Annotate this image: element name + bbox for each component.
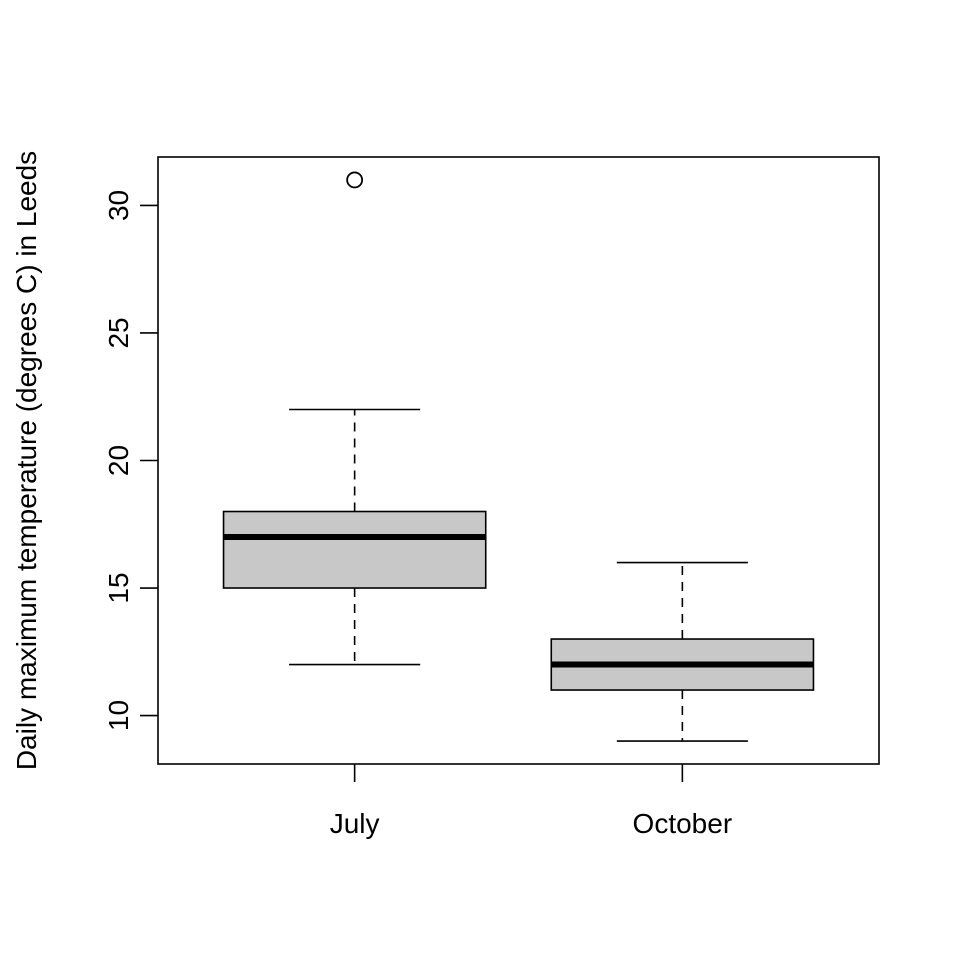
y-tick-label: 15 xyxy=(103,572,134,603)
boxes-layer xyxy=(222,171,815,742)
box-iqr xyxy=(222,510,487,589)
x-axis: July October xyxy=(330,764,732,839)
y-tick-label: 10 xyxy=(103,700,134,731)
box-group xyxy=(222,171,487,666)
x-tick-label: October xyxy=(633,808,733,839)
box-group xyxy=(550,561,815,742)
y-axis: 10 15 20 25 30 xyxy=(103,190,158,731)
outlier-point xyxy=(346,171,364,189)
y-tick-label: 20 xyxy=(103,445,134,476)
y-axis-label: Daily maximum temperature (degrees C) in… xyxy=(11,151,42,770)
y-tick-label: 25 xyxy=(103,317,134,348)
y-tick-label: 30 xyxy=(103,190,134,221)
x-tick-label: July xyxy=(330,808,380,839)
